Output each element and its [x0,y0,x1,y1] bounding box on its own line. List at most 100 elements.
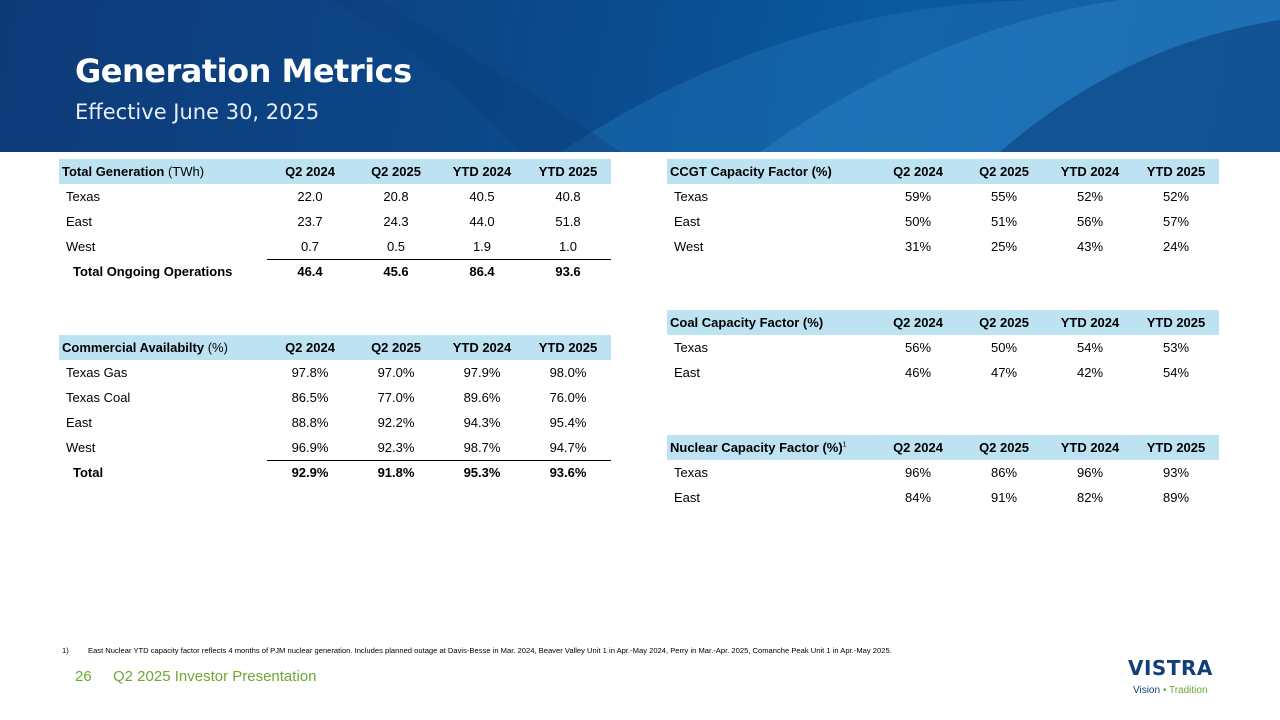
page-title: Generation Metrics [75,52,412,90]
total-value: 86.4 [469,264,495,280]
cell-value: 22.0 [297,189,323,204]
cell-value: 57% [1162,214,1190,229]
cell-value: 91% [990,490,1018,505]
cell-value: 84% [904,490,932,505]
row-label: Texas [674,465,708,480]
cell-value: 97.9% [463,365,501,380]
cell-value: 93% [1162,465,1190,480]
row-label: Texas Gas [66,365,128,380]
tagline-dot: • [1162,685,1167,696]
cell-value: 42% [1076,365,1104,380]
commercial-availability-table: Commercial Availabilty (%) Q2 2024 Q2 20… [59,335,611,485]
footnote: 1) East Nuclear YTD capacity factor refle… [62,646,892,655]
cell-value: 46% [904,365,932,380]
table-title: Coal Capacity Factor (%) [667,310,875,335]
ccgt-capacity-factor-table: CCGT Capacity Factor (%) Q2 2024 Q2 2025… [667,159,1219,259]
cell-value: 89% [1162,490,1190,505]
total-label: Total [73,465,104,480]
cell-value: 92.3% [353,435,439,461]
column-header: YTD 2024 [1047,159,1133,184]
cell-value: 95.4% [549,415,587,430]
table-row: East 84% 91% 82% 89% [667,485,1219,510]
table-row: West 0.7 0.5 1.9 1.0 [59,234,611,260]
cell-value: 55% [990,189,1018,204]
table-row: Texas Gas 97.8% 97.0% 97.9% 98.0% [59,360,611,385]
total-label: Total Ongoing Operations [73,264,233,279]
column-header: YTD 2024 [1047,310,1133,335]
cell-value: 96% [1076,465,1104,480]
table-row: Texas 96% 86% 96% 93% [667,460,1219,485]
row-label: East [674,214,701,229]
column-header: Q2 2024 [875,159,961,184]
coal-capacity-factor-table: Coal Capacity Factor (%) Q2 2024 Q2 2025… [667,310,1219,385]
row-label: Texas Coal [66,390,131,405]
banner-decoration [330,0,1280,152]
cell-value: 54% [1162,365,1190,380]
cell-value: 47% [990,365,1018,380]
cell-value: 44.0 [469,214,495,229]
cell-value: 96.9% [267,435,353,461]
row-label: East [674,365,701,380]
column-header: YTD 2025 [1133,159,1219,184]
column-header: Q2 2025 [961,310,1047,335]
table-header-row: Coal Capacity Factor (%) Q2 2024 Q2 2025… [667,310,1219,335]
cell-value: 94.7% [525,435,611,461]
total-value: 93.6 [555,264,581,280]
column-header: Q2 2024 [875,435,961,460]
total-value: 93.6% [549,465,587,481]
total-value: 92.9% [291,465,329,481]
cell-value: 98.7% [439,435,525,461]
total-value: 46.4 [297,264,323,280]
row-label: West [66,239,96,254]
table-row: West 31% 25% 43% 24% [667,234,1219,259]
column-header: YTD 2024 [439,335,525,360]
cell-value: 50% [990,340,1018,355]
column-header: Q2 2025 [353,335,439,360]
table-title: Commercial Availabilty (%) [59,335,267,360]
table-title: Total Generation (TWh) [59,159,267,184]
cell-value: 86.5% [291,390,329,405]
cell-value: 51% [990,214,1018,229]
cell-value: 98.0% [549,365,587,380]
table-title: CCGT Capacity Factor (%) [667,159,875,184]
presentation-name: Q2 2025 Investor Presentation [113,668,317,685]
table-row: West 96.9% 92.3% 98.7% 94.7% [59,435,611,461]
footnote-ref: 1 [842,441,847,449]
column-header: YTD 2025 [1133,310,1219,335]
table-header-row: Total Generation (TWh) Q2 2024 Q2 2025 Y… [59,159,611,184]
column-header: Q2 2024 [267,159,353,184]
column-header: Q2 2024 [875,310,961,335]
cell-value: 43% [1076,239,1104,254]
row-label: West [674,239,704,254]
cell-value: 54% [1076,340,1104,355]
total-row: Total 92.9% 91.8% 95.3% 93.6% [59,460,611,485]
table-row: Texas 59% 55% 52% 52% [667,184,1219,209]
table-header-row: CCGT Capacity Factor (%) Q2 2024 Q2 2025… [667,159,1219,184]
table-header-row: Commercial Availabilty (%) Q2 2024 Q2 20… [59,335,611,360]
column-header: YTD 2025 [525,335,611,360]
cell-value: 76.0% [549,390,587,405]
cell-value: 86% [990,465,1018,480]
cell-value: 89.6% [463,390,501,405]
cell-value: 31% [904,239,932,254]
nuclear-capacity-factor-table: Nuclear Capacity Factor (%)1 Q2 2024 Q2 … [667,435,1219,510]
cell-value: 0.5 [353,234,439,260]
column-header: Q2 2025 [353,159,439,184]
table-row: East 50% 51% 56% 57% [667,209,1219,234]
cell-value: 88.8% [291,415,329,430]
cell-value: 24.3 [383,214,409,229]
cell-value: 77.0% [377,390,415,405]
cell-value: 40.5 [469,189,495,204]
tagline-vision: Vision [1133,685,1161,696]
total-generation-table: Total Generation (TWh) Q2 2024 Q2 2025 Y… [59,159,611,284]
column-header: Q2 2024 [267,335,353,360]
cell-value: 96% [904,465,932,480]
row-label: West [66,440,96,455]
cell-value: 53% [1162,340,1190,355]
cell-value: 56% [1076,214,1104,229]
cell-value: 59% [904,189,932,204]
column-header: YTD 2025 [1133,435,1219,460]
logo-wordmark: VISTRA [1128,656,1213,680]
row-label: Texas [674,189,708,204]
header-banner: Generation Metrics Effective June 30, 20… [0,0,1280,152]
